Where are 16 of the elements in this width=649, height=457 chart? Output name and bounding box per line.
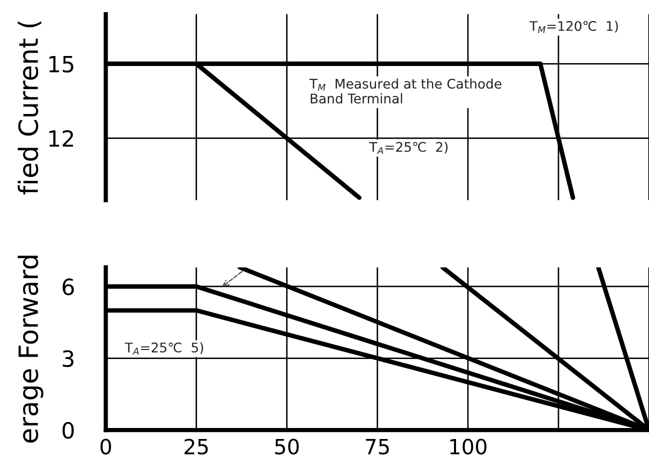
y-tick-label: 6 (62, 278, 74, 296)
x-tick-label: 0 (100, 438, 112, 454)
x-tick-label: 25 (184, 438, 208, 454)
annotation: T$_{M}$=120℃ 1) (529, 20, 618, 33)
annotation: T$_{A}$=25℃ 5) (124, 342, 204, 354)
annotation: T$_{A}$=25℃ 2) (369, 142, 448, 154)
y-tick-label: 0 (62, 422, 74, 439)
annotation: T$_{M}$ Measured at the Cathode Band Terminal (309, 78, 502, 104)
x-tick-label: 100 (450, 438, 486, 454)
y-axis-title: fied Current ( (18, 21, 42, 194)
x-tick-label: 50 (275, 438, 299, 454)
y-tick-label: 12 (49, 130, 74, 147)
y-axis-title: erage Forward (18, 256, 44, 443)
y-tick-label: 15 (49, 56, 74, 73)
x-tick-label: 75 (366, 439, 389, 454)
y-tick-label: 3 (62, 350, 74, 368)
